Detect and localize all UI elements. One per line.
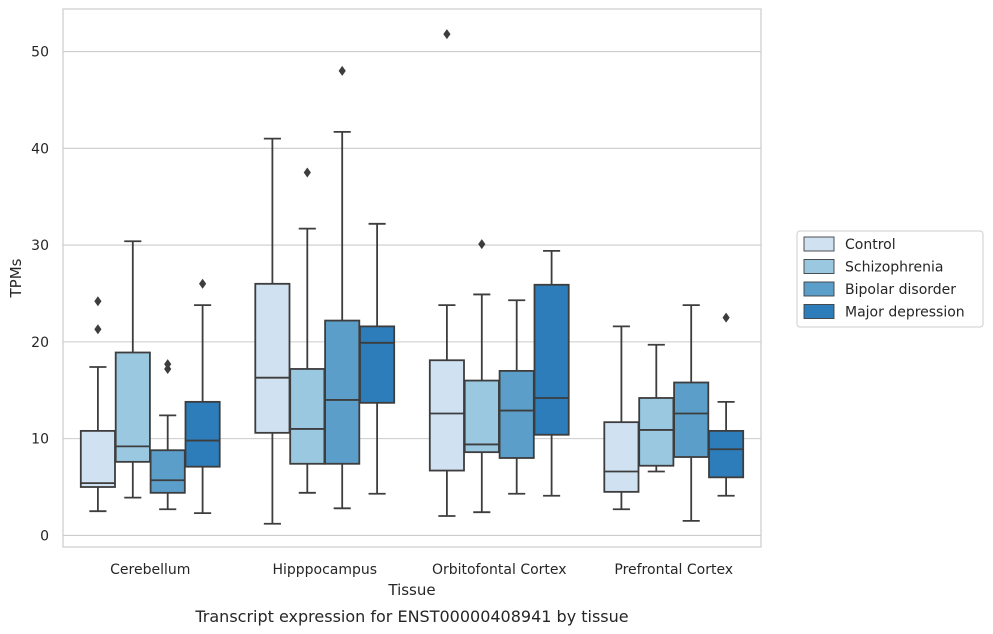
category-group [603, 304, 745, 522]
outlier-point [478, 239, 486, 250]
box-bipolar-disorder [673, 304, 710, 522]
outlier-point [303, 167, 311, 178]
box-control [79, 296, 116, 513]
box-control [428, 29, 465, 517]
y-axis-ticks: 0 10 20 30 40 50 [31, 45, 49, 545]
category-group [254, 65, 396, 525]
outlier-point [164, 359, 172, 370]
box-body [114, 351, 151, 463]
legend-entries: Control Schizophrenia Bipolar disorder Majo… [803, 236, 965, 321]
box-major-depression [359, 222, 396, 495]
legend-swatch [803, 259, 835, 274]
box-major-depression [708, 312, 745, 497]
plot-frame [62, 8, 762, 548]
box-body [638, 397, 675, 467]
box-body [289, 368, 326, 465]
box-bipolar-disorder [324, 65, 361, 510]
box-body [708, 429, 745, 479]
box-body [79, 429, 116, 488]
legend-entry: Bipolar disorder [803, 281, 956, 298]
box-body [498, 369, 535, 459]
box-body [673, 381, 710, 458]
legend-label: Bipolar disorder [845, 282, 956, 298]
box-major-depression [533, 250, 570, 497]
outlier-point [722, 312, 730, 323]
outlier-point [338, 65, 346, 76]
category-group [428, 29, 570, 517]
box-schizophrenia [289, 167, 326, 494]
box-groups [79, 29, 745, 525]
y-tick-label: 30 [31, 238, 49, 254]
y-axis-label: TPMs [7, 258, 25, 298]
outlier-point [94, 324, 102, 335]
box-control [254, 137, 291, 525]
box-body [254, 282, 291, 434]
x-tick-label: Hipppocampus [272, 562, 377, 578]
y-tick-label: 10 [31, 432, 49, 448]
category-group [79, 240, 221, 515]
legend-entry: Schizophrenia [803, 259, 943, 276]
box-major-depression [184, 278, 221, 515]
box-schizophrenia [114, 240, 151, 499]
outlier-point [94, 296, 102, 307]
legend-label: Control [845, 237, 896, 253]
legend-label: Schizophrenia [845, 260, 943, 276]
legend-label: Major depression [845, 305, 965, 321]
x-axis-label: Tissue [387, 581, 435, 599]
y-tick-label: 0 [40, 528, 49, 544]
x-tick-label: Prefrontal Cortex [614, 562, 733, 578]
outlier-point [199, 278, 207, 289]
box-body [463, 379, 500, 454]
legend-swatch [803, 304, 835, 319]
y-tick-label: 50 [31, 45, 49, 61]
outlier-point [443, 29, 451, 40]
legend-frame [796, 230, 984, 328]
box-bipolar-disorder [498, 299, 535, 495]
box-body [149, 449, 186, 494]
box-body [359, 325, 396, 404]
x-tick-label: Cerebellum [110, 562, 190, 578]
legend-entry: Control [803, 236, 896, 253]
legend-entry: Major depression [803, 304, 965, 321]
box-control [603, 325, 640, 511]
legend-swatch [803, 236, 835, 252]
legend: Control Schizophrenia Bipolar disorder Majo… [796, 230, 984, 328]
y-tick-label: 20 [31, 335, 49, 351]
x-axis-ticks: Cerebellum Hipppocampus Orbitofontal Corte… [110, 562, 733, 578]
grid-lines [63, 51, 761, 536]
y-tick-label: 40 [31, 141, 49, 157]
box-body [184, 400, 221, 468]
box-body [603, 421, 640, 493]
box-body [428, 359, 465, 472]
box-bipolar-disorder [149, 359, 186, 511]
box-schizophrenia [463, 239, 500, 514]
box-schizophrenia [638, 343, 675, 473]
x-tick-label: Orbitofontal Cortex [432, 562, 567, 578]
box-body [324, 319, 361, 465]
chart-caption: Transcript expression for ENST0000040894… [194, 607, 628, 626]
box-body [533, 283, 570, 436]
legend-swatch [803, 281, 835, 297]
